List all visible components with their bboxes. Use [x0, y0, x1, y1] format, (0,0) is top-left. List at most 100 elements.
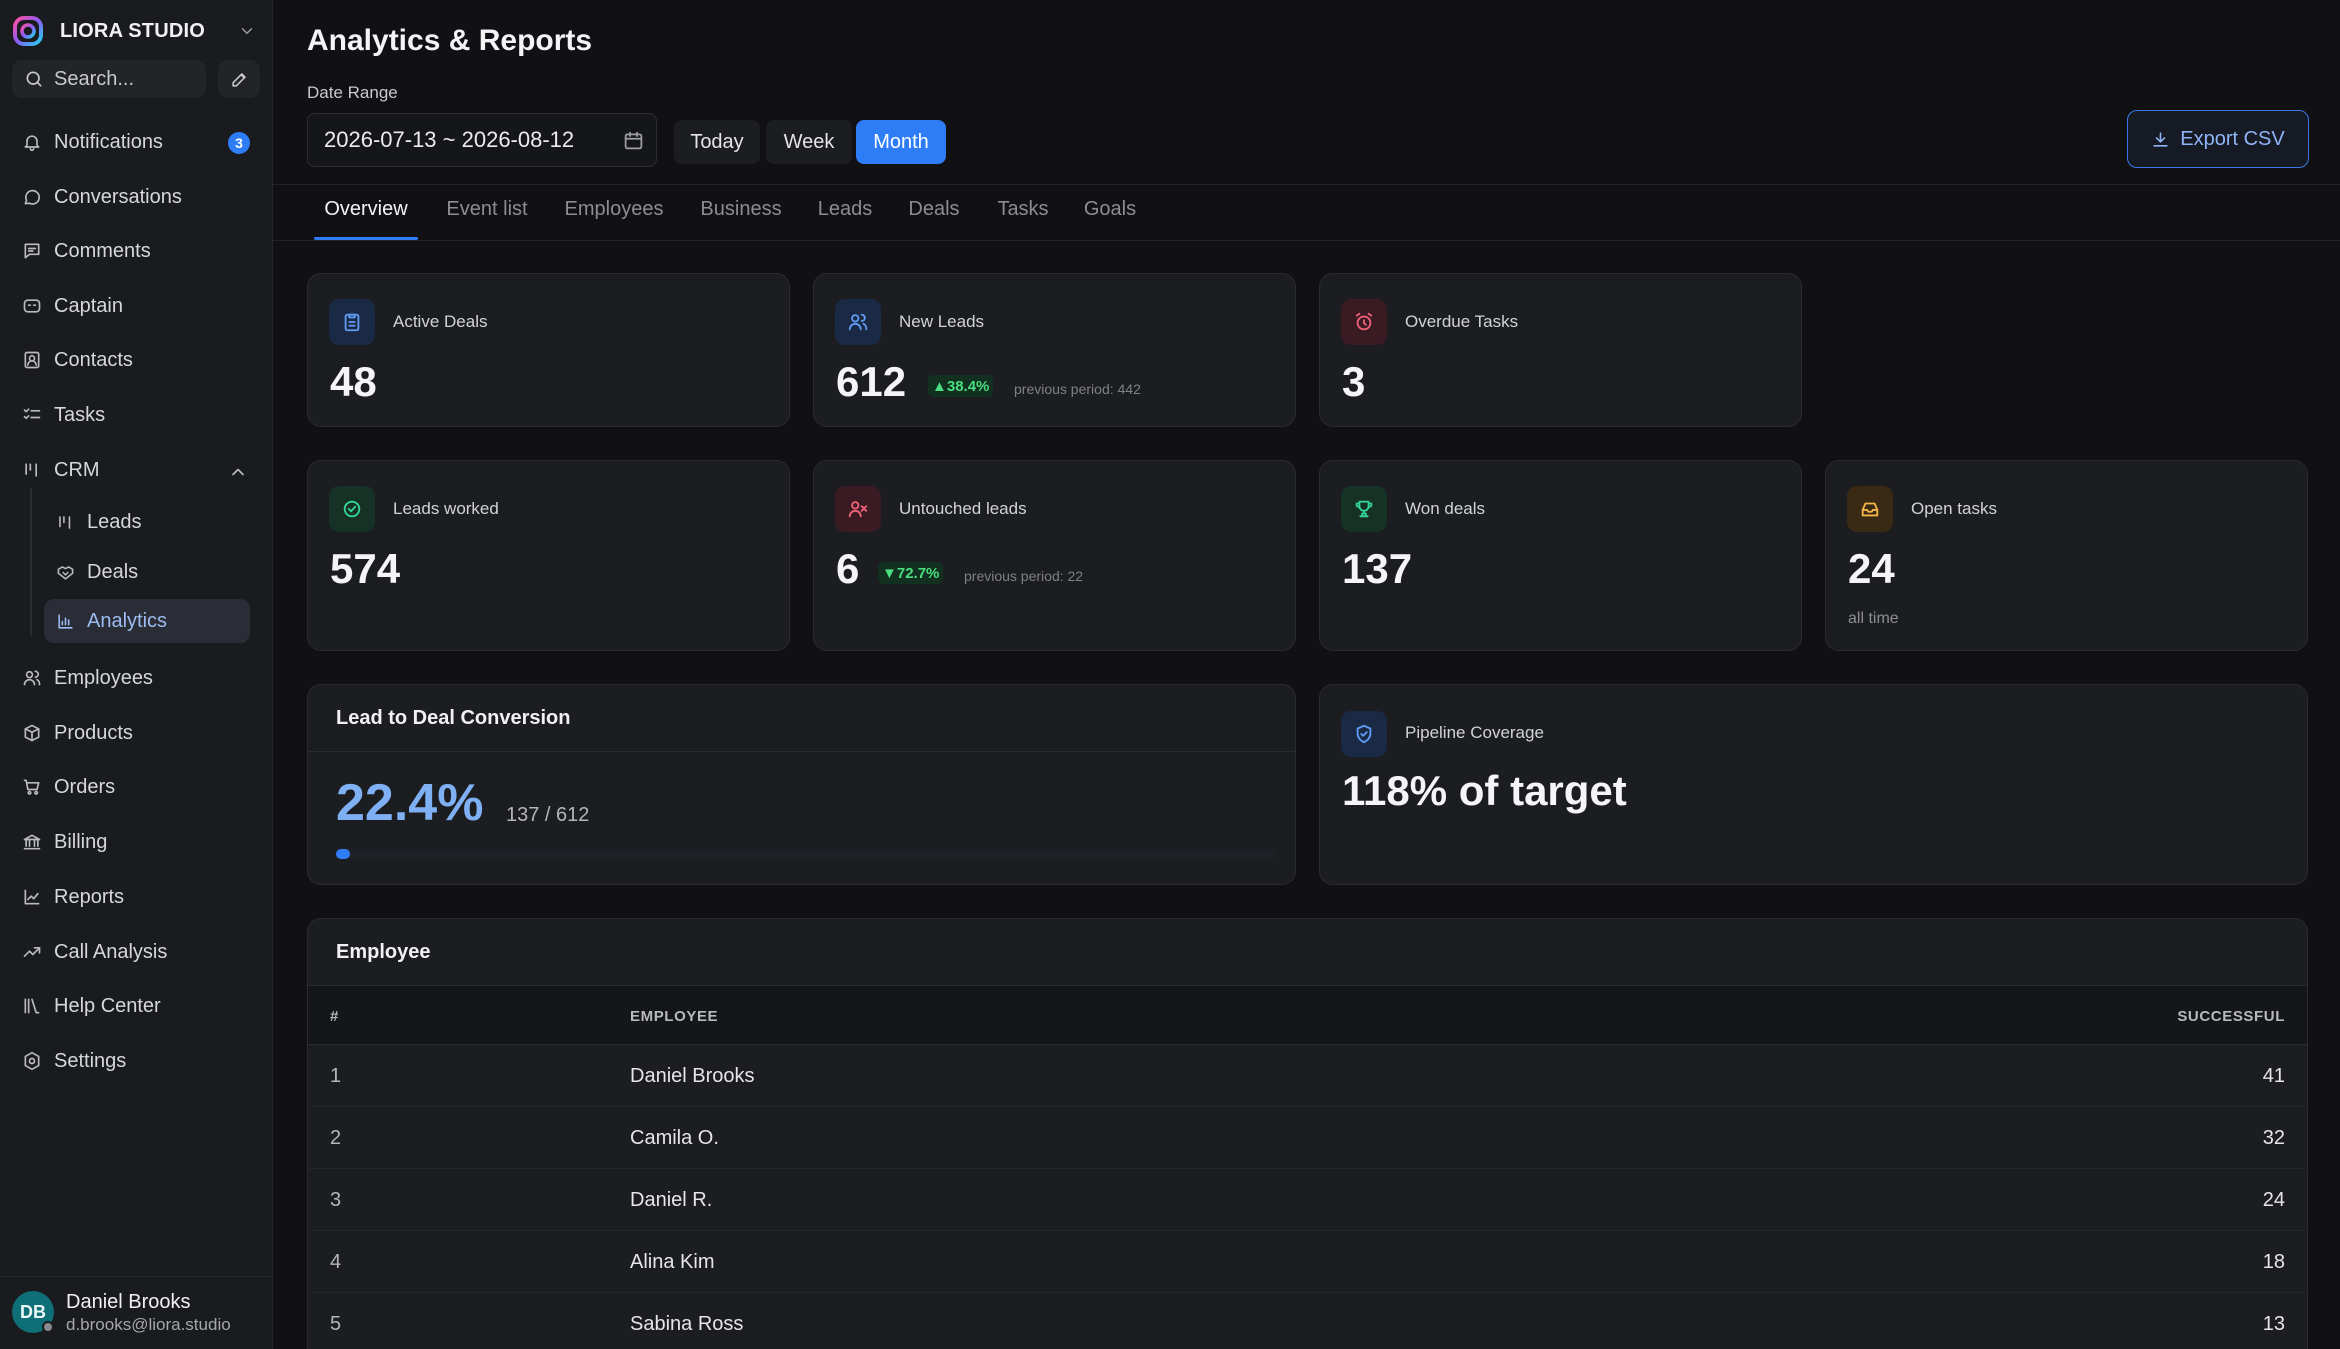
sidebar: LIORA STUDIO Search... Notifications 3 C…: [0, 0, 273, 1349]
tab-deals[interactable]: Deals: [908, 198, 960, 220]
table-row[interactable]: 2 Camila O. 32: [308, 1107, 2307, 1169]
stat-value: 3: [1342, 358, 1366, 405]
calendar-icon: [623, 130, 644, 151]
sidebar-item-label: Deals: [87, 560, 139, 583]
tab-employees[interactable]: Employees: [564, 198, 664, 220]
column-header-rank[interactable]: #: [330, 1008, 339, 1025]
sidebar-item-leads[interactable]: Leads: [44, 500, 250, 544]
user-profile-menu[interactable]: DB Daniel Brooks d.brooks@liora.studio: [0, 1276, 273, 1349]
stat-value: 48: [330, 358, 377, 405]
column-header-successful[interactable]: SUCCESSFUL: [2177, 1008, 2285, 1025]
checklist-icon: [22, 405, 42, 425]
sidebar-item-settings[interactable]: Settings: [12, 1038, 262, 1084]
sidebar-item-tasks[interactable]: Tasks: [12, 392, 262, 438]
sidebar-item-conversations[interactable]: Conversations: [12, 174, 262, 220]
tabs-divider: [273, 240, 2340, 241]
row-employee-name: Daniel R.: [630, 1189, 713, 1211]
tab-overview[interactable]: Overview: [324, 198, 408, 220]
sidebar-item-products[interactable]: Products: [12, 710, 262, 756]
table-row[interactable]: 5 Sabina Ross 13: [308, 1293, 2307, 1349]
workspace-switcher[interactable]: LIORA STUDIO: [12, 14, 262, 48]
chevron-down-icon: [238, 22, 256, 40]
row-employee-name: Camila O.: [630, 1127, 719, 1149]
tab-event-list[interactable]: Event list: [446, 198, 528, 220]
sidebar-item-call-analysis[interactable]: Call Analysis: [12, 929, 262, 975]
table-row[interactable]: 4 Alina Kim 18: [308, 1231, 2307, 1293]
coverage-value: 118% of target: [1342, 767, 1627, 814]
tab-tasks[interactable]: Tasks: [997, 198, 1049, 220]
row-successful: 13: [2262, 1313, 2285, 1335]
header-divider: [273, 184, 2340, 185]
stat-value: 24: [1848, 545, 1895, 592]
stat-card-open-tasks: Open tasks 24 all time: [1825, 460, 2308, 651]
row-employee-name: Sabina Ross: [630, 1313, 744, 1335]
table-header-row: # EMPLOYEE SUCCESSFUL: [308, 985, 2307, 1045]
bank-icon: [22, 832, 42, 852]
sidebar-item-comments[interactable]: Comments: [12, 228, 262, 274]
export-csv-button[interactable]: Export CSV: [2127, 110, 2309, 168]
notifications-count-badge: 3: [228, 132, 250, 154]
sidebar-item-label: Reports: [54, 885, 125, 908]
trend-badge: ▲38.4%: [928, 375, 994, 397]
active-tab-indicator: [314, 237, 418, 240]
users-icon: [847, 311, 869, 333]
previous-period-text: previous period: 442: [1014, 381, 1141, 397]
chevron-up-icon: [228, 462, 248, 482]
sidebar-item-label: Employees: [54, 666, 153, 689]
search-placeholder: Search...: [54, 67, 135, 90]
row-rank: 4: [330, 1251, 342, 1273]
range-month-button[interactable]: Month: [856, 120, 946, 164]
pencil-icon: [230, 70, 249, 89]
table-title: Employee: [336, 941, 431, 963]
stat-label: Untouched leads: [899, 499, 1027, 518]
chat-bubble-icon: [22, 187, 42, 207]
table-row[interactable]: 3 Daniel R. 24: [308, 1169, 2307, 1231]
sidebar-item-notifications[interactable]: Notifications 3: [12, 119, 262, 165]
date-range-picker[interactable]: 2026-07-13 ~ 2026-08-12: [307, 113, 657, 167]
presence-status-dot: [42, 1321, 54, 1333]
tab-goals[interactable]: Goals: [1083, 198, 1137, 220]
sidebar-item-label: Comments: [54, 239, 151, 262]
sidebar-item-orders[interactable]: Orders: [12, 764, 262, 810]
pipeline-coverage-card: Pipeline Coverage 118% of target: [1319, 684, 2308, 885]
search-icon: [24, 69, 44, 89]
conversion-ratio: 137 / 612: [506, 804, 590, 826]
clipboard-icon: [341, 311, 363, 333]
sidebar-item-deals[interactable]: Deals: [44, 550, 250, 594]
handshake-icon: [56, 563, 75, 582]
tab-leads[interactable]: Leads: [817, 198, 873, 220]
date-range-label: Date Range: [307, 83, 398, 102]
date-range-value: 2026-07-13 ~ 2026-08-12: [324, 127, 575, 152]
user-name: Daniel Brooks: [66, 1291, 191, 1313]
tab-business[interactable]: Business: [700, 198, 782, 220]
kanban-icon: [56, 513, 75, 532]
sidebar-item-crm[interactable]: CRM: [12, 447, 262, 493]
sidebar-item-employees[interactable]: Employees: [12, 655, 262, 701]
user-x-icon-wrap: [835, 486, 881, 532]
row-rank: 5: [330, 1313, 342, 1335]
sidebar-item-contacts[interactable]: Contacts: [12, 337, 262, 383]
sidebar-item-analytics[interactable]: Analytics: [44, 599, 250, 643]
crm-submenu-guide: [30, 488, 32, 636]
alarm-icon-wrap: [1341, 299, 1387, 345]
page-title: Analytics & Reports: [307, 24, 593, 57]
inbox-icon-wrap: [1847, 486, 1893, 532]
range-week-button[interactable]: Week: [766, 120, 852, 164]
check-circle-icon: [341, 498, 363, 520]
compose-button[interactable]: [218, 60, 260, 98]
search-input[interactable]: Search...: [12, 60, 206, 98]
sidebar-item-captain[interactable]: Captain: [12, 283, 262, 329]
users-icon-wrap: [835, 299, 881, 345]
range-today-button[interactable]: Today: [674, 120, 760, 164]
sidebar-item-reports[interactable]: Reports: [12, 874, 262, 920]
brand-logo-icon: [12, 15, 44, 47]
table-row[interactable]: 1 Daniel Brooks 41: [308, 1045, 2307, 1107]
stat-card-won-deals: Won deals 137: [1319, 460, 1802, 651]
column-header-employee[interactable]: EMPLOYEE: [630, 1008, 719, 1025]
shield-icon: [1353, 723, 1375, 745]
sidebar-item-help-center[interactable]: Help Center: [12, 983, 262, 1029]
sidebar-item-label: Leads: [87, 510, 142, 533]
bar-chart-icon: [56, 612, 75, 631]
sidebar-item-label: Orders: [54, 775, 116, 798]
sidebar-item-billing[interactable]: Billing: [12, 819, 262, 865]
